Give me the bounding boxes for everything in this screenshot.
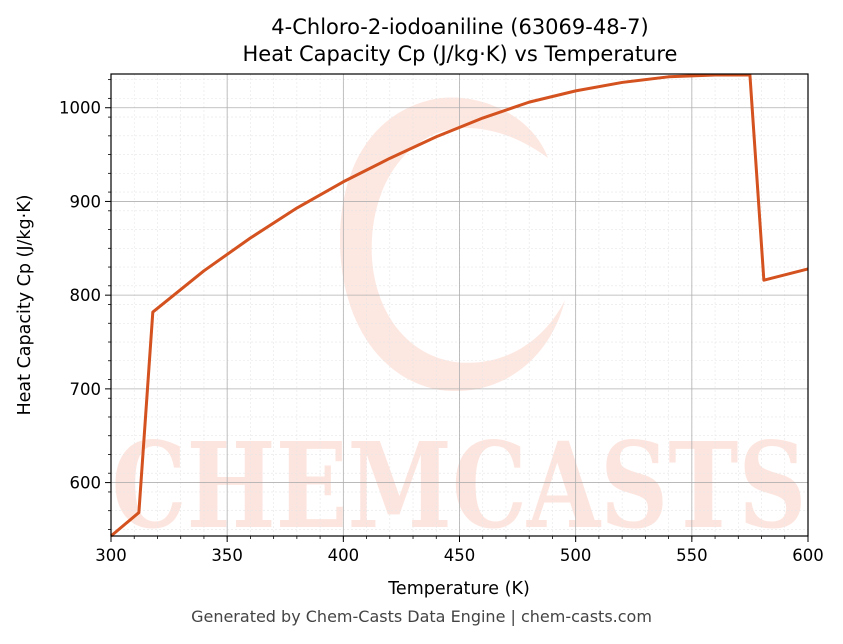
watermark-swirl	[340, 97, 565, 392]
grid	[110, 74, 809, 536]
x-tick-label: 350	[211, 546, 243, 565]
watermark: CHEMCASTS	[112, 97, 807, 555]
chart-title: 4-Chloro-2-iodoaniline (63069-48-7)	[271, 15, 648, 39]
y-tick-label: 600	[70, 474, 102, 493]
y-axis-label: Heat Capacity Cp (J/kg·K)	[15, 195, 35, 416]
series-group	[110, 73, 809, 538]
x-axis-label: Temperature (K)	[387, 579, 530, 599]
series-line-0	[110, 73, 809, 538]
axis-ticks: 300 350 400 450 500 550 600 600 700 800 900 1000	[59, 79, 824, 565]
chart-subtitle: Heat Capacity Cp (J/kg·K) vs Temperature	[243, 42, 678, 66]
footer-credit: Generated by Chem-Casts Data Engine | ch…	[191, 607, 652, 626]
y-tick-label: 1000	[59, 99, 101, 118]
y-tick-label: 900	[70, 192, 102, 211]
x-tick-label: 550	[676, 546, 708, 565]
x-tick-label: 300	[95, 546, 127, 565]
x-tick-label: 600	[792, 546, 824, 565]
y-tick-label: 800	[70, 286, 102, 305]
x-tick-label: 500	[560, 546, 592, 565]
x-tick-label: 450	[444, 546, 476, 565]
y-tick-label: 700	[70, 380, 102, 399]
watermark-text: CHEMCASTS	[112, 416, 807, 555]
x-tick-label: 400	[328, 546, 360, 565]
